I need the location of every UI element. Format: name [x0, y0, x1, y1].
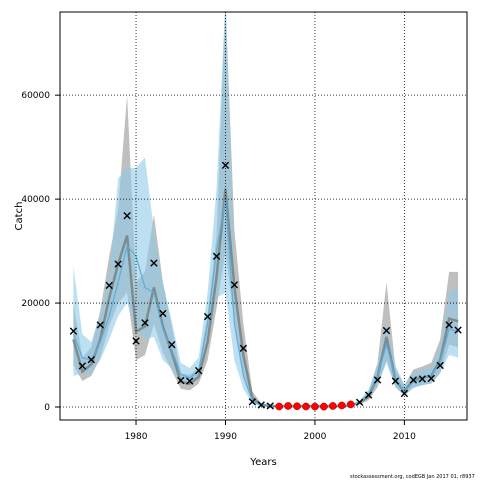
- predicted-marker: [337, 401, 346, 410]
- footnote-date: Jan 2017 01, r8937: [426, 474, 475, 480]
- predicted-marker: [302, 402, 310, 411]
- x-axis: 1980 1990 2000 2010: [125, 420, 416, 442]
- observed-marker: [194, 366, 203, 375]
- observed-marker: [373, 376, 382, 384]
- observed-marker: [221, 161, 230, 170]
- observed-marker: [212, 252, 221, 260]
- observed-marker: [400, 389, 409, 398]
- predicted-marker: [328, 402, 337, 410]
- y-tick-label: 0: [44, 403, 50, 413]
- observed-marker: [355, 398, 364, 407]
- observed-marker: [69, 327, 78, 335]
- observed-marker: [87, 356, 96, 364]
- observed-marker: [436, 361, 444, 370]
- observed-marker: [364, 391, 373, 399]
- grid-lines: [60, 12, 467, 420]
- observed-marker: [454, 326, 462, 334]
- x-tick-label: 2010: [393, 432, 416, 442]
- observed-marker: [168, 340, 176, 349]
- x-tick-label: 1990: [214, 432, 237, 442]
- y-axis-label: Catch: [14, 202, 25, 231]
- observed-marker: [427, 374, 435, 383]
- footnote: stockassessment.org, codEGB Jan 2017 01,…: [350, 474, 475, 480]
- predicted-marker: [320, 402, 328, 411]
- observed-marker: [257, 401, 265, 409]
- y-tick-label: 60000: [21, 91, 50, 101]
- observed-marker: [114, 260, 122, 268]
- predicted-marker: [284, 402, 292, 410]
- observed-marker: [203, 312, 212, 321]
- observed-marker: [132, 337, 140, 345]
- observed-marker: [105, 281, 113, 290]
- observed-marker: [391, 377, 400, 385]
- data-markers: [69, 161, 462, 411]
- predicted-marker: [293, 402, 301, 411]
- observed-marker: [409, 376, 418, 384]
- y-axis: 0 20000 40000 60000: [21, 91, 60, 413]
- band-blue: [73, 12, 459, 407]
- predicted-marker: [311, 402, 319, 411]
- predicted-marker: [275, 402, 284, 411]
- observed-marker: [123, 212, 131, 220]
- observed-marker: [445, 321, 453, 329]
- observed-marker: [248, 398, 257, 406]
- observed-marker: [177, 376, 185, 385]
- plot-frame: [59, 11, 468, 421]
- observed-marker: [230, 281, 239, 289]
- observed-marker: [266, 402, 274, 410]
- observed-marker: [186, 377, 194, 385]
- y-tick-label: 20000: [21, 299, 50, 309]
- observed-marker: [78, 362, 87, 370]
- observed-marker: [239, 344, 248, 352]
- x-tick-label: 1980: [125, 432, 148, 442]
- x-tick-label: 2000: [303, 432, 326, 442]
- observed-marker: [418, 375, 426, 383]
- observed-marker: [141, 319, 149, 327]
- observed-marker: [159, 309, 167, 318]
- x-axis-label: Years: [249, 457, 276, 468]
- y-tick-label: 40000: [21, 195, 50, 205]
- line-blue: [72, 199, 459, 408]
- footnote-source: stockassessment.org, codEGB: [350, 474, 426, 480]
- observed-marker: [96, 321, 104, 329]
- observed-marker: [150, 259, 158, 267]
- confidence-bands: [73, 12, 459, 407]
- observed-marker: [382, 326, 391, 335]
- predicted-marker: [346, 400, 355, 409]
- fitted-lines: [72, 188, 459, 408]
